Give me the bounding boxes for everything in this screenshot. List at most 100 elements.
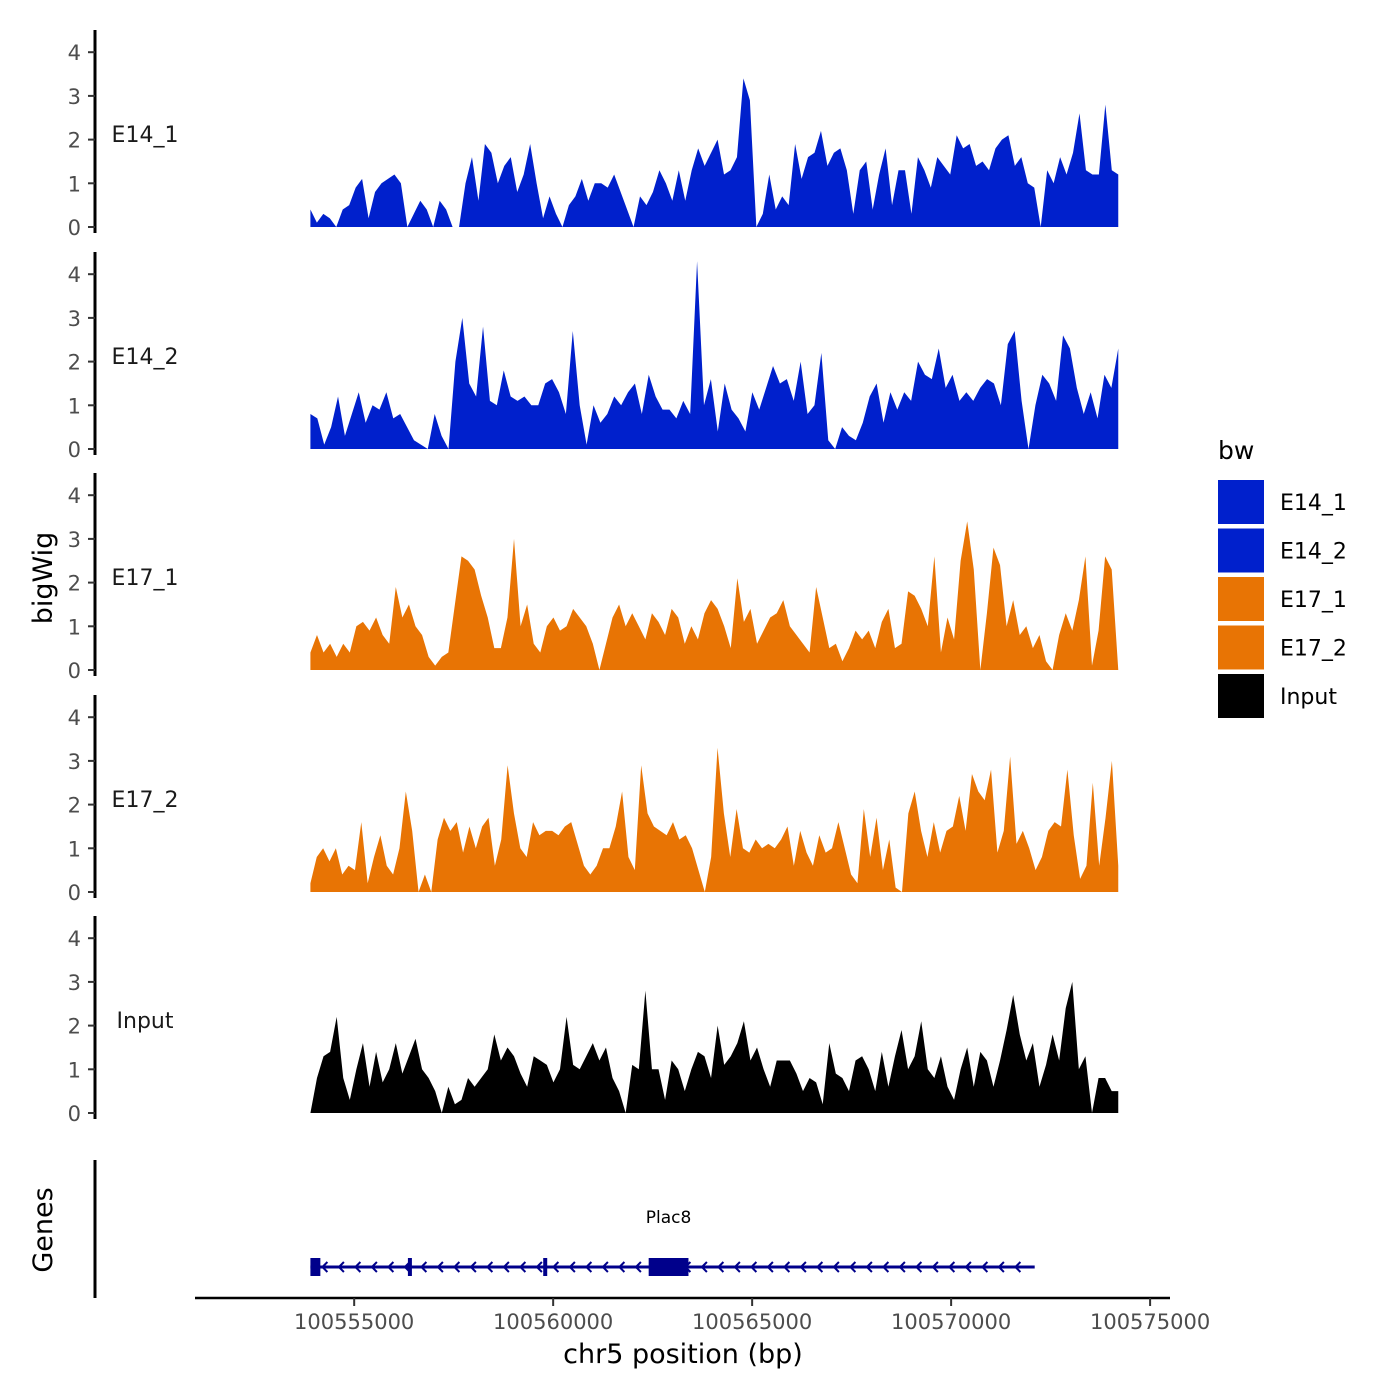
y-tick-label: 3 — [68, 85, 81, 109]
strand-arrow — [997, 1261, 1005, 1273]
track-panels: 0 1 2 3 4 E14_1 0 1 2 3 4 E14_2 0 1 2 3 4 E17_1 0 1 2 3 4 E17_2… — [68, 30, 1119, 1126]
legend-item-input: Input — [1218, 674, 1337, 718]
coverage-area-input — [310, 981, 1119, 1113]
y-tick-label: 3 — [68, 971, 81, 995]
x-axis-title: chr5 position (bp) — [563, 1339, 803, 1370]
y-tick-label: 1 — [68, 172, 81, 196]
strand-arrow — [502, 1261, 510, 1273]
track-label-e14_1: E14_1 — [112, 123, 179, 148]
legend-label: E14_1 — [1280, 491, 1347, 516]
coverage-area-e17_1 — [310, 521, 1119, 670]
strand-arrow — [881, 1261, 890, 1273]
strand-arrow — [1013, 1261, 1022, 1273]
coverage-area-e14_2 — [310, 261, 1119, 449]
strand-arrow — [601, 1261, 609, 1273]
panel-e17_2: 0 1 2 3 4 E17_2 — [68, 695, 1119, 905]
gene-name-label: Plac8 — [646, 1208, 692, 1228]
gene-track-panel: Genes Plac8 — [28, 1160, 1035, 1298]
strand-arrow — [320, 1261, 329, 1273]
strand-arrow — [716, 1261, 725, 1273]
y-tick-label: 2 — [68, 129, 81, 153]
y-tick-label: 2 — [68, 572, 81, 596]
strand-arrow — [898, 1261, 906, 1273]
x-tick-label: 100570000 — [891, 1310, 1011, 1334]
y-tick-label: 4 — [68, 263, 81, 287]
y-tick-label: 2 — [68, 1015, 81, 1039]
strand-arrow — [964, 1261, 972, 1273]
y-tick-label: 4 — [68, 484, 81, 508]
x-tick-label: 100565000 — [692, 1310, 812, 1334]
strand-arrow — [584, 1261, 593, 1273]
x-tick-label: 100560000 — [493, 1310, 613, 1334]
y-tick-label: 1 — [68, 394, 81, 418]
strand-arrow — [832, 1261, 840, 1273]
legend-swatch — [1218, 480, 1264, 524]
gene-exon — [310, 1258, 321, 1276]
strand-arrow — [353, 1261, 362, 1273]
y-tick-label: 0 — [68, 1102, 81, 1126]
strand-arrow — [452, 1261, 461, 1273]
strand-arrow — [914, 1261, 923, 1273]
y-tick-label: 1 — [68, 615, 81, 639]
strand-arrow — [749, 1261, 758, 1273]
gene-exon — [407, 1258, 412, 1276]
strand-arrow — [931, 1261, 939, 1273]
legend-item-e14_2: E14_2 — [1218, 528, 1347, 573]
strand-arrow — [799, 1261, 807, 1273]
x-tick-label: 100575000 — [1090, 1310, 1210, 1334]
legend-title: bw — [1218, 436, 1254, 465]
gene-exon — [648, 1258, 689, 1276]
panel-e17_1: 0 1 2 3 4 E17_1 — [68, 473, 1119, 683]
coverage-area-e17_2 — [310, 747, 1119, 892]
strand-arrow — [370, 1261, 378, 1273]
legend-label: E14_2 — [1280, 540, 1347, 565]
y-tick-label: 3 — [68, 750, 81, 774]
legend-label: E17_1 — [1280, 588, 1347, 613]
track-label-e17_2: E17_2 — [112, 788, 179, 813]
strand-arrow — [535, 1261, 543, 1273]
track-label-input: Input — [117, 1009, 174, 1034]
legend: bw E14_1 E14_2 E17_1 E17_2 Input — [1218, 436, 1347, 718]
y-tick-label: 2 — [68, 351, 81, 375]
strand-arrow — [865, 1261, 873, 1273]
strand-arrow — [634, 1261, 642, 1273]
gene-models: Plac8 — [310, 1208, 1035, 1276]
coverage-area-e14_1 — [310, 78, 1119, 227]
legend-swatch — [1218, 674, 1264, 718]
track-label-e17_1: E17_1 — [112, 566, 179, 591]
legend-label: E17_2 — [1280, 637, 1347, 662]
legend-item-e17_2: E17_2 — [1218, 625, 1347, 670]
gene-exon — [543, 1258, 548, 1276]
strand-arrow — [782, 1261, 791, 1273]
y-tick-label: 1 — [68, 1058, 81, 1082]
track-label-e14_2: E14_2 — [112, 345, 179, 370]
strand-arrow — [700, 1261, 708, 1273]
x-ticks: 100555000 100560000 100565000 100570000 1005… — [294, 1298, 1210, 1334]
strand-arrow — [617, 1261, 626, 1273]
strand-arrow — [386, 1261, 395, 1273]
y-tick-label: 4 — [68, 706, 81, 730]
x-axis: 100555000 100560000 100565000 100570000 1005… — [195, 1296, 1210, 1370]
strand-arrow — [815, 1261, 824, 1273]
legend-swatch — [1218, 577, 1264, 621]
y-tick-label: 1 — [68, 837, 81, 861]
genes-axis-title: Genes — [28, 1187, 59, 1272]
y-tick-label: 0 — [68, 881, 81, 905]
strand-arrow — [568, 1261, 576, 1273]
y-axis-title: bigWig — [28, 532, 59, 625]
legend-label: Input — [1280, 685, 1337, 710]
strand-arrow — [980, 1261, 989, 1273]
strand-arrow — [551, 1261, 560, 1273]
legend-swatch — [1218, 528, 1264, 573]
strand-arrow — [469, 1261, 477, 1273]
strand-arrow — [436, 1261, 444, 1273]
strand-arrow — [766, 1261, 774, 1273]
panel-input: 0 1 2 3 4 Input — [68, 916, 1119, 1126]
y-tick-label: 3 — [68, 528, 81, 552]
legend-item-e14_1: E14_1 — [1218, 480, 1347, 524]
strand-arrow — [485, 1261, 494, 1273]
strand-arrow — [337, 1261, 345, 1273]
legend-item-e17_1: E17_1 — [1218, 577, 1347, 621]
y-tick-label: 3 — [68, 307, 81, 331]
